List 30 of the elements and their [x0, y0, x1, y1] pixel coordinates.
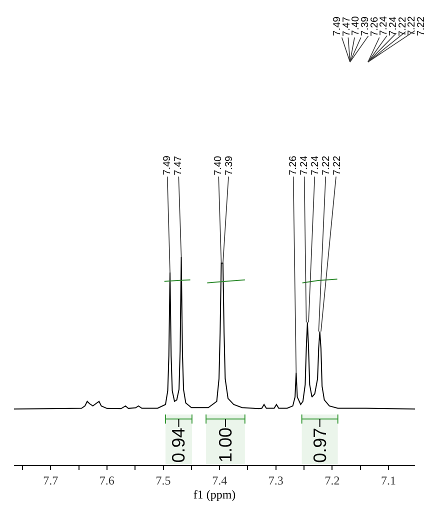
annotation: 7.47 — [173, 155, 184, 176]
x-axis-title: f1 (ppm) — [193, 487, 236, 502]
text: 7.39 — [360, 16, 371, 36]
text: 7.22 — [416, 16, 427, 36]
x-tick-label: 7.5 — [156, 473, 171, 488]
band-label: 1.00 — [215, 427, 236, 463]
annotation: 7.26 — [288, 155, 300, 176]
x-tick-label: 7.7 — [43, 473, 58, 488]
annotation: 7.39 — [224, 155, 236, 176]
annotation: 7.24 — [299, 155, 310, 176]
text: 7.47 — [341, 16, 352, 36]
text: 7.40 — [350, 16, 362, 36]
annotation: 7.49 — [162, 155, 173, 176]
annotation: 7.40 — [213, 155, 224, 176]
text: 7.49 — [332, 16, 343, 36]
x-tick-label: 7.3 — [268, 473, 284, 488]
x-tick-label: 7.4 — [212, 473, 228, 488]
annotation: 7.22 — [321, 155, 332, 176]
x-tick-label: 7.1 — [381, 473, 396, 488]
x-tick-label: 7.2 — [324, 473, 340, 488]
x-tick-label: 7.6 — [99, 473, 114, 488]
text: 7.22 — [397, 16, 408, 36]
annotation: 7.22 — [332, 155, 344, 176]
text: 7.24 — [388, 16, 399, 36]
band-label: 0.97 — [310, 428, 330, 463]
band-label: 0.94 — [168, 428, 189, 463]
text: 7.22 — [406, 16, 418, 36]
annotation: 7.24 — [310, 155, 322, 176]
text: 7.26 — [369, 16, 380, 36]
text: 7.24 — [378, 16, 390, 36]
